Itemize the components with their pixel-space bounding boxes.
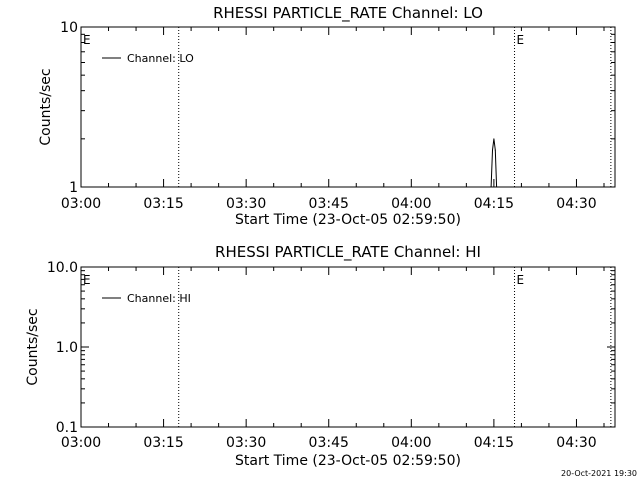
y-tick-label: 10.0 [47, 260, 78, 276]
x-axis-label: Start Time (23-Oct-05 02:59:50) [235, 453, 461, 469]
data-point [490, 186, 492, 188]
y-tick-label: 10 [60, 20, 78, 36]
x-tick-label: 04:15 [474, 435, 514, 451]
event-marker-label: E [83, 33, 91, 47]
x-tick-label: 03:30 [226, 196, 266, 212]
x-axis-label: Start Time (23-Oct-05 02:59:50) [235, 212, 461, 228]
x-tick-label: 03:45 [309, 435, 349, 451]
chart-panel-2: RHESSI PARTICLE_RATE Channel: HI 03:00 03:… [25, 243, 616, 469]
y-tick-label: 0.1 [56, 420, 78, 436]
plot-frame [80, 26, 616, 188]
y-axis-label: Counts/sec [25, 308, 41, 385]
legend-label: Channel: LO [127, 52, 194, 65]
x-tick-label: 03:45 [309, 196, 349, 212]
x-tick-label: 03:15 [143, 435, 183, 451]
event-marker-label: E [517, 33, 525, 47]
y-tick-label: 1.0 [56, 340, 78, 356]
event-marker-label: E [83, 273, 91, 287]
x-tick-label: 04:30 [556, 435, 596, 451]
x-tick-label: 03:00 [61, 196, 101, 212]
x-tick-label: 03:15 [143, 196, 183, 212]
data-point [496, 186, 498, 188]
legend-label: Channel: HI [127, 292, 191, 305]
x-tick-label: 03:00 [61, 435, 101, 451]
x-tick-label: 03:30 [226, 435, 266, 451]
chart-title: RHESSI PARTICLE_RATE Channel: LO [213, 4, 483, 23]
chart-panels: RHESSI PARTICLE_RATE Channel: LO 03:00 03:… [25, 4, 616, 469]
x-tick-label: 04:15 [474, 196, 514, 212]
x-tick-label: 04:00 [391, 435, 431, 451]
y-axis-label: Counts/sec [38, 68, 54, 145]
data-point [492, 149, 494, 151]
chart-title: RHESSI PARTICLE_RATE Channel: HI [215, 243, 481, 262]
footer-timestamp: 20-Oct-2021 19:30 [561, 469, 637, 478]
data-point [493, 138, 495, 140]
event-marker-label: E [517, 273, 525, 287]
data-point [494, 149, 496, 151]
y-tick-label: 1 [69, 180, 78, 196]
x-tick-label: 04:00 [391, 196, 431, 212]
x-tick-label: 04:30 [556, 196, 596, 212]
chart-panel-1: RHESSI PARTICLE_RATE Channel: LO 03:00 03:… [38, 4, 616, 228]
